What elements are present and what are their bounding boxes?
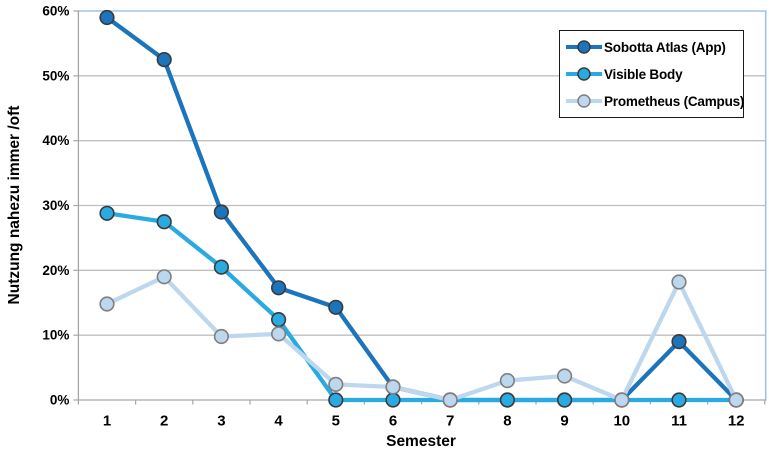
series-2-marker-sem-7 [442,392,458,408]
x-tick-label: 6 [389,413,397,430]
legend-label: Visible Body [604,66,683,82]
x-tick-label: 4 [274,413,283,430]
legend-swatch-line-marker-icon [566,67,602,81]
series-0-marker-sem-5 [328,299,344,315]
series-1-marker-sem-9 [556,392,573,408]
legend-label: Prometheus (Campus) [604,93,745,109]
x-tick-label: 11 [671,413,687,430]
x-tick-label: 7 [446,413,454,430]
series-2-marker-sem-6 [385,379,401,395]
legend-swatch-line-marker-icon [566,94,602,108]
series-2-marker-sem-5 [328,376,344,393]
x-axis-title: Semester [386,433,456,450]
y-axis-title: Nutzung nahezu immer /oft [6,105,23,305]
series-line-1 [104,211,739,403]
series-2-marker-sem-2 [156,269,172,285]
series-2-marker-sem-12 [728,392,744,408]
series-0-marker-sem-4 [271,280,287,296]
series-0-marker-sem-1 [99,9,115,26]
series-1-marker-sem-1 [99,205,115,221]
series-1-marker-sem-8 [499,392,516,408]
x-tick-label: 10 [613,413,630,430]
series-1-marker-sem-5 [328,392,344,408]
series-2-marker-sem-10 [614,392,630,408]
series-1-marker-sem-11 [671,392,687,408]
y-tick-label: 20% [42,263,69,278]
series-1-marker-sem-2 [156,214,172,230]
y-tick-label: 0% [50,393,70,408]
series-1-marker-sem-3 [213,259,229,275]
x-tick-label: 3 [217,413,225,430]
y-tick-label: 60% [42,4,69,19]
legend-swatch-line-marker-icon [566,40,602,54]
series-2-marker-sem-9 [556,368,573,384]
legend-item-visible-body: Visible Body [565,64,740,84]
x-tick-label: 9 [560,413,568,430]
y-tick-label: 30% [42,198,69,213]
y-tick-label: 40% [42,133,69,148]
series-line-2 [104,274,739,403]
x-tick-label: 5 [332,413,340,430]
series-1-marker-sem-6 [385,392,401,408]
legend-label: Sobotta Atlas (App) [604,39,726,55]
series-0-marker-sem-11 [671,334,687,350]
legend: Sobotta Atlas (App) Visible Body Prometh… [559,30,744,118]
series-2-marker-sem-1 [99,296,115,312]
x-tick-label: 2 [160,413,168,430]
series-0-marker-sem-3 [213,204,229,220]
series-0-marker-sem-2 [156,51,172,68]
series-2-marker-sem-4 [271,326,287,342]
series-2-marker-sem-3 [213,328,229,345]
series-1-marker-sem-4 [271,312,287,328]
legend-item-sobotta: Sobotta Atlas (App) [565,37,740,57]
series-2-marker-sem-8 [499,373,516,389]
y-tick-label: 50% [42,68,69,83]
x-tick-label: 8 [503,413,511,430]
x-tick-label: 12 [728,413,745,430]
x-tick-label: 1 [103,413,111,430]
legend-item-prometheus: Prometheus (Campus) [565,91,744,111]
series-2-marker-sem-11 [671,274,687,290]
y-tick-label: 10% [42,328,69,343]
